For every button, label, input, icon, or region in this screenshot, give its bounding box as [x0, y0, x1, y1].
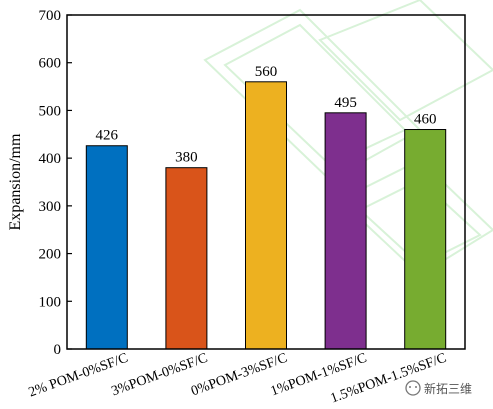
y-tick-label: 0 — [54, 342, 62, 358]
bar — [245, 81, 287, 350]
y-tick-label: 600 — [39, 56, 62, 72]
plot-frame — [66, 14, 466, 350]
bar — [165, 167, 208, 350]
y-axis-title: Expansion/mm — [7, 133, 24, 230]
bar-value-label: 460 — [414, 112, 437, 128]
y-tick-label: 100 — [39, 294, 62, 310]
bar-value-label: 560 — [255, 64, 278, 80]
wechat-watermark: 新拓三维 — [405, 380, 472, 396]
bars — [85, 81, 447, 350]
data-labels: 426 380 560 495 460 — [96, 64, 437, 166]
y-tick-label: 300 — [39, 199, 62, 215]
category-labels: 2% POM-0%SF/C3%POM-0%SF/C0%POM-3%SF/C1%P… — [27, 351, 449, 407]
bar — [324, 112, 367, 350]
y-tick-label: 500 — [39, 103, 62, 119]
bar-value-label: 426 — [96, 128, 119, 144]
bar — [85, 145, 128, 350]
bar-value-label: 380 — [175, 150, 198, 166]
y-tick-label: 200 — [39, 247, 62, 263]
y-axis-ticks: 0 100 200 300 400 500 600 700 — [39, 8, 72, 358]
y-tick-label: 700 — [39, 8, 62, 24]
y-tick-label: 400 — [39, 151, 62, 167]
wechat-icon — [405, 380, 421, 396]
watermark-text: 新拓三维 — [424, 381, 472, 396]
bar — [404, 129, 447, 350]
bar-value-label: 495 — [334, 95, 357, 111]
